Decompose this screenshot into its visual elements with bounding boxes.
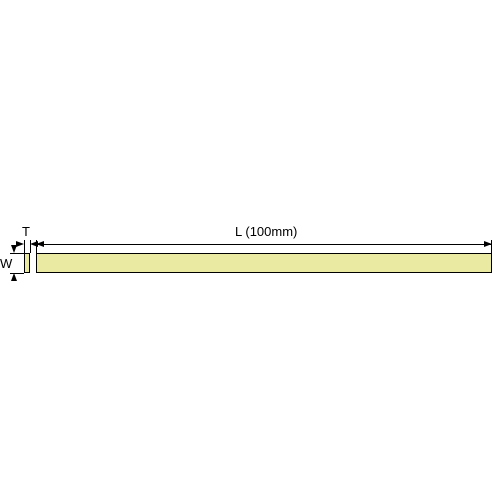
l-arrow-left — [36, 241, 44, 247]
t-extension-left — [24, 240, 25, 253]
dimension-diagram: T W L (100mm) — [0, 0, 500, 500]
l-dimension-line — [36, 244, 492, 245]
main-bar-rect — [36, 253, 492, 273]
length-label: L (100mm) — [235, 224, 297, 239]
w-arrow-bottom-outward — [11, 273, 17, 281]
thickness-label: T — [22, 224, 30, 239]
l-arrow-right — [484, 241, 492, 247]
width-label: W — [0, 256, 12, 271]
w-arrow-top-outward — [11, 245, 17, 253]
end-cap-rect — [24, 253, 30, 273]
w-extension-top — [10, 253, 24, 254]
t-arrow-left-outward — [16, 241, 24, 247]
